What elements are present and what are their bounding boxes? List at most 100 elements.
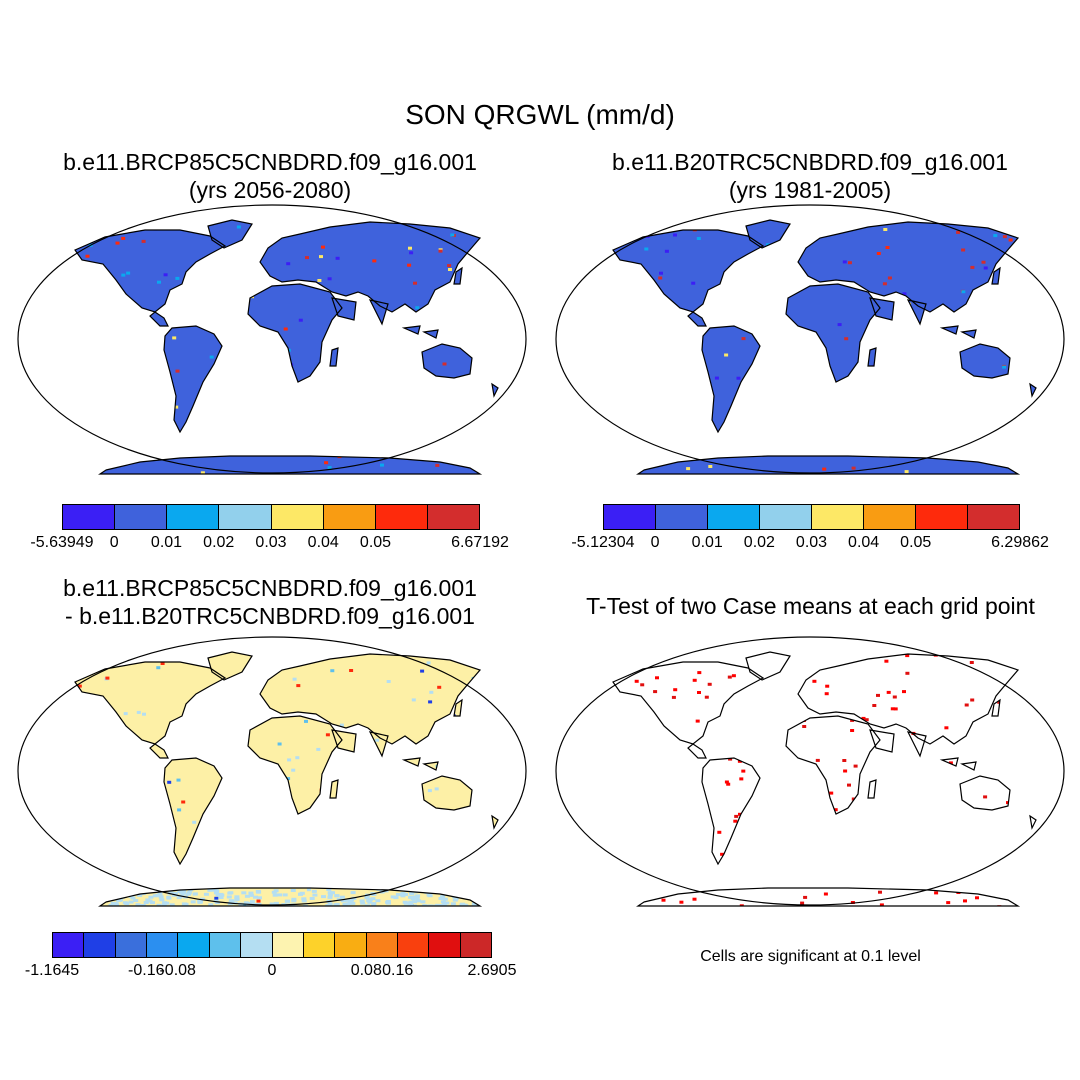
colorbar-swatch [427,505,479,529]
grid-cell [829,791,834,795]
grid-cell [166,895,172,899]
grid-cell [944,726,949,730]
grid-cell [335,256,340,260]
grid-cell [113,902,119,906]
grid-cell [691,281,696,285]
coastline [74,229,227,313]
colorbar-label: -0.16 [128,962,165,979]
grid-cell [619,871,624,875]
grid-cell [321,245,325,249]
grid-cell [253,895,258,899]
colorbar-label: 0.05 [359,534,392,551]
grid-cell [390,895,396,899]
globe-outline [555,636,1065,906]
grid-cell [200,897,206,901]
grid-cell [409,892,415,896]
colorbar [52,932,492,958]
grid-cell [436,888,442,892]
grid-cell [386,680,391,683]
colorbar [62,504,480,530]
grid-cell [731,674,736,678]
grid-cell [84,880,89,883]
colorbar-swatch [84,933,116,957]
grid-cell [983,795,988,799]
grid-cell [473,894,479,897]
grid-cell [609,433,613,436]
grid-cell [435,903,441,906]
grid-cell [837,323,842,327]
grid-cell [724,780,729,784]
grid-cell [327,277,332,281]
grid-cell [340,899,346,903]
grid-cell [440,895,446,899]
grid-cell [296,684,301,688]
grid-cell [156,903,162,906]
coastline [329,347,339,367]
grid-cell [472,226,477,230]
grid-cell [244,894,250,898]
grid-cell [375,899,381,903]
grid-cell [161,902,167,906]
grid-cell [427,789,432,793]
grid-cell [487,239,492,243]
grid-cell [892,695,897,699]
colorbar-swatch [209,933,242,957]
grid-cell [108,903,114,906]
grid-cell [327,895,333,899]
grid-cell [467,895,472,899]
coastline [701,325,761,434]
colorbar-label: 0.02 [743,534,775,551]
grid-cell [736,376,741,380]
coastline [1029,814,1037,830]
grid-cell [186,891,192,895]
colorbar-swatch [167,505,220,529]
colorbar-label: 0.05 [900,534,932,551]
colorbar-swatch [178,933,210,957]
grid-cell [190,900,196,904]
grid-cell [367,900,373,904]
coastline [785,283,881,383]
grid-cell [277,893,283,897]
panel-title-line2: - b.e11.B20TRC5CNBDRD.f09_g16.001 [65,603,475,629]
colorbar-swatch [53,933,85,957]
grid-cell [661,898,666,902]
continent-shape [422,776,472,810]
coastline [331,729,357,753]
grid-cell [1003,880,1008,884]
grid-cell [969,661,974,664]
continent-shape [702,326,760,432]
grid-cell [312,893,318,897]
grid-cell [135,903,141,906]
continent-shape [260,222,480,312]
grid-cell [282,893,288,897]
grid-cell [326,888,332,891]
grid-cell [726,782,731,786]
colorbar-swatch [656,505,708,529]
grid-cell [95,880,100,884]
coastline [247,283,343,383]
grid-cell [823,892,828,896]
grid-cell [812,679,817,683]
grid-cell [105,676,110,680]
grid-cell [290,889,296,892]
grid-cell [213,891,219,895]
grid-cell [192,892,198,896]
grid-cell [463,904,469,906]
grid-cell [349,669,354,672]
panel-title-line2: (yrs 2056-2080) [188,177,352,203]
grid-cell [450,902,456,906]
grid-cell [359,899,365,903]
grid-cell [177,808,182,812]
grid-cell [902,292,907,296]
grid-cell [471,903,477,906]
coastline [867,779,877,799]
grid-cell [410,897,416,901]
grid-cell [269,902,275,906]
grid-cell [695,719,700,723]
grid-cell [159,898,165,902]
grid-cell [993,653,998,657]
colorbar-swatch [147,933,179,957]
grid-cell [186,892,192,896]
grid-cell [697,691,701,694]
grid-cell [664,249,669,253]
